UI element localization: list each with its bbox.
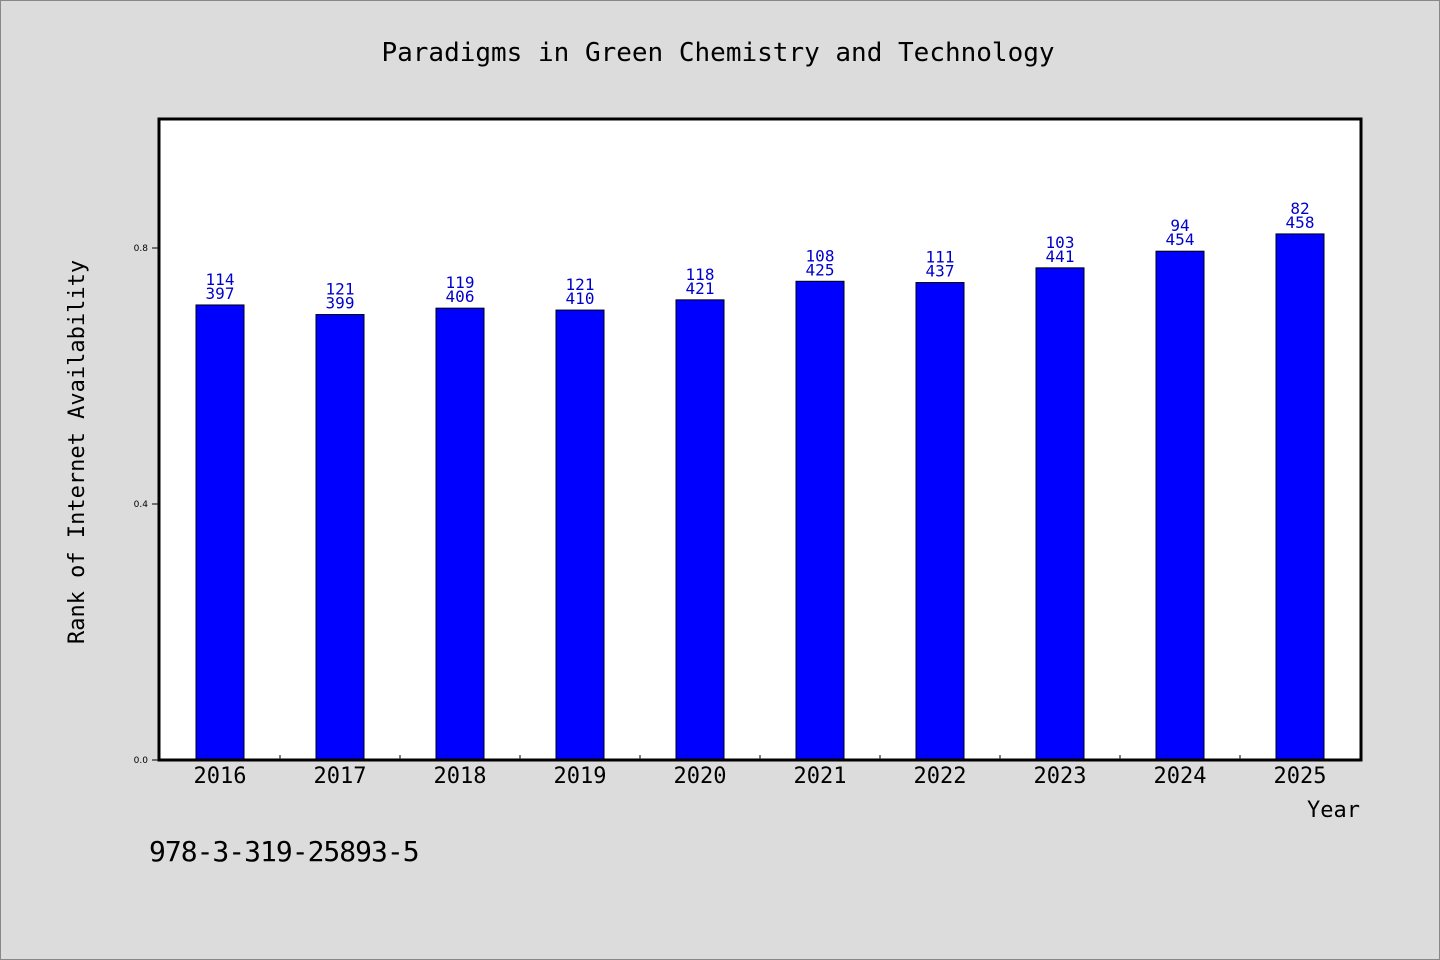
bar-2018 [435,307,485,761]
bar-2017 [315,314,365,761]
x-tick-label-2023: 2023 [1034,764,1087,789]
x-tick-label-2017: 2017 [314,764,367,789]
bar-label-top-2020: 118 [686,265,715,284]
bar-2016 [195,304,245,761]
bar-label-bottom-2019: 410 [566,289,595,308]
bar-label-bottom-2017: 399 [326,294,355,313]
y-tick-label-0.4: 0.4 [134,500,149,510]
bar-label-bottom-2024: 454 [1166,230,1195,249]
bar-label-top-2024: 94 [1170,216,1189,235]
x-axis-label: Year [1307,798,1360,823]
bar-label-bottom-2020: 421 [686,279,715,298]
x-tick-label-2019: 2019 [554,764,607,789]
bar-label-top-2017: 121 [326,280,355,299]
chart-title: Paradigms in Green Chemistry and Technol… [381,38,1054,68]
bar-label-bottom-2016: 397 [206,284,235,303]
bar-label-bottom-2023: 441 [1046,247,1075,266]
bar-label-bottom-2022: 437 [926,262,955,281]
y-tick-label-0.8: 0.8 [134,244,149,254]
bar-label-top-2019: 121 [566,275,595,294]
y-axis-label: Rank of Internet Availability [65,260,90,644]
x-tick-label-2020: 2020 [674,764,727,789]
x-tick-label-2022: 2022 [914,764,967,789]
x-tick-label-2024: 2024 [1154,764,1207,789]
bar-2022 [915,282,965,761]
x-tick-label-2016: 2016 [194,764,247,789]
bar-2021 [795,280,845,761]
bar-2019 [555,309,605,761]
bar-label-top-2018: 119 [446,273,475,292]
bar-label-top-2023: 103 [1046,233,1075,252]
x-tick-label-2018: 2018 [434,764,487,789]
bar-label-bottom-2018: 406 [446,287,475,306]
isbn-text: 978-3-319-25893-5 [149,835,420,868]
plot-border [157,117,1363,762]
bar-2020 [675,299,725,761]
bar-label-top-2016: 114 [206,270,235,289]
bar-label-top-2022: 111 [926,248,955,267]
bar-2024 [1155,250,1205,761]
bar-2025 [1275,233,1325,761]
x-tick-label-2025: 2025 [1274,764,1327,789]
bar-label-top-2025: 82 [1290,199,1309,218]
bar-label-bottom-2025: 458 [1286,213,1315,232]
bar-label-top-2021: 108 [806,246,835,265]
x-tick-label-2021: 2021 [794,764,847,789]
bar-label-bottom-2021: 425 [806,260,835,279]
y-tick-label-0.0: 0.0 [134,756,149,766]
bar-2023 [1035,267,1085,761]
